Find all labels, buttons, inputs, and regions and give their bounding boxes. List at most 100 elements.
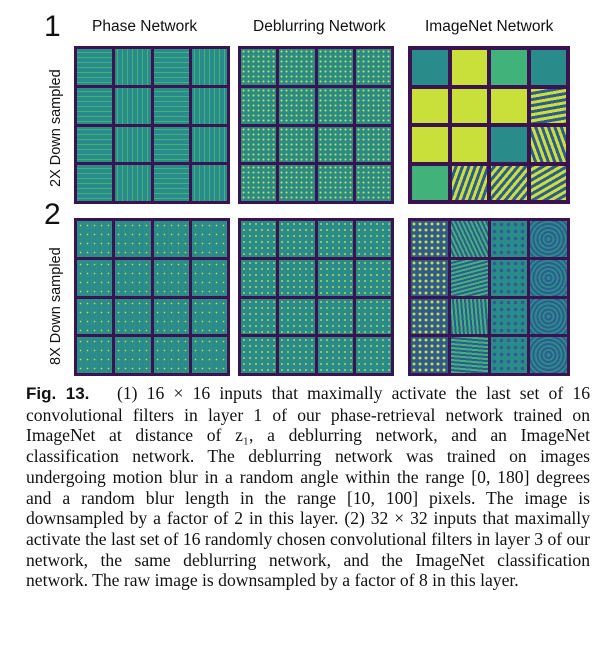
filter-tile (530, 221, 567, 257)
filter-grid-imagenet-2x (408, 46, 570, 204)
filter-tile (77, 221, 113, 257)
filter-tile (317, 87, 353, 124)
filter-tile (115, 87, 151, 124)
filter-tile (450, 259, 488, 296)
filter-tile (279, 49, 315, 85)
filter-tile (451, 127, 487, 162)
filter-tile (77, 126, 113, 163)
filter-tile (355, 126, 391, 163)
filter-tile (412, 165, 448, 200)
filter-grid-deblurring-8x (238, 218, 394, 376)
filter-tile (317, 221, 353, 257)
filter-tile (491, 165, 527, 200)
filter-tile (355, 221, 391, 257)
filter-tile (115, 337, 151, 373)
filter-tile (450, 298, 488, 335)
filter-tile (451, 50, 487, 85)
filter-tile (317, 126, 353, 163)
filter-tile (241, 165, 277, 201)
filter-tile (530, 88, 566, 123)
filter-tile (490, 298, 528, 335)
filter-tile (241, 126, 277, 163)
filter-tile (153, 49, 189, 85)
filter-tile (153, 221, 189, 257)
filter-tile (241, 337, 277, 373)
filter-tile (241, 49, 277, 85)
filter-tile (153, 337, 189, 373)
filter-tile (279, 337, 315, 373)
row-label-8x: 8X Down sampled (48, 247, 64, 365)
filter-tile (153, 165, 189, 201)
filter-tile (355, 49, 391, 85)
filter-tile (77, 298, 113, 335)
filter-tile (191, 126, 227, 163)
caption-text: (1) 16 × 16 inputs that maximally activa… (26, 383, 590, 591)
filter-tile (412, 88, 448, 123)
filter-tile (279, 87, 315, 124)
filter-tile (450, 337, 488, 373)
filter-tile (153, 259, 189, 296)
figure-caption: Fig. 13. (1) 16 × 16 inputs that maximal… (26, 383, 590, 591)
filter-tile (241, 298, 277, 335)
filter-tile (530, 259, 567, 296)
filter-tile (317, 298, 353, 335)
filter-tile (279, 221, 315, 257)
filter-tile (191, 49, 227, 85)
filter-tile (317, 259, 353, 296)
filter-tile (191, 165, 227, 201)
filter-tile (77, 337, 113, 373)
filter-tile (115, 259, 151, 296)
filter-tile (491, 50, 527, 85)
filter-tile (451, 88, 487, 123)
filter-grid-imagenet-8x (408, 218, 570, 376)
filter-tile (450, 221, 488, 257)
filter-tile (491, 127, 527, 162)
column-title-deblurring: Deblurring Network (253, 18, 386, 35)
filter-tile (115, 49, 151, 85)
row-number-2: 2 (44, 198, 61, 231)
filter-tile (490, 259, 528, 296)
filter-tile (530, 165, 566, 200)
filter-tile (77, 259, 113, 296)
filter-tile (411, 221, 448, 257)
filter-tile (355, 259, 391, 296)
filter-grid-phase-2x (74, 46, 230, 204)
filter-tile (153, 87, 189, 124)
filter-tile (279, 298, 315, 335)
filter-grid-deblurring-2x (238, 46, 394, 204)
filter-tile (411, 337, 448, 373)
filter-tile (491, 88, 527, 123)
filter-tile (451, 165, 487, 200)
filter-tile (490, 337, 528, 373)
filter-tile (317, 337, 353, 373)
filter-tile (115, 126, 151, 163)
filter-tile (412, 50, 448, 85)
filter-tile (317, 165, 353, 201)
filter-tile (279, 165, 315, 201)
filter-tile (530, 337, 567, 373)
filter-tile (490, 221, 528, 257)
filter-tile (530, 298, 567, 335)
filter-tile (191, 259, 227, 296)
filter-tile (355, 165, 391, 201)
filter-tile (191, 221, 227, 257)
filter-tile (530, 127, 566, 162)
filter-tile (317, 49, 353, 85)
filter-tile (191, 87, 227, 124)
filter-tile (355, 87, 391, 124)
column-title-imagenet: ImageNet Network (425, 18, 554, 35)
filter-tile (191, 337, 227, 373)
filter-tile (411, 259, 448, 296)
filter-tile (77, 49, 113, 85)
filter-tile (115, 165, 151, 201)
column-title-phase: Phase Network (92, 18, 198, 35)
filter-tile (355, 298, 391, 335)
filter-tile (153, 298, 189, 335)
row-label-2x: 2X Down sampled (48, 69, 64, 187)
filter-grid-phase-8x (74, 218, 230, 376)
filter-tile (279, 259, 315, 296)
caption-label: Fig. 13. (26, 384, 90, 403)
filter-tile (77, 165, 113, 201)
filter-tile (279, 126, 315, 163)
filter-tile (153, 126, 189, 163)
